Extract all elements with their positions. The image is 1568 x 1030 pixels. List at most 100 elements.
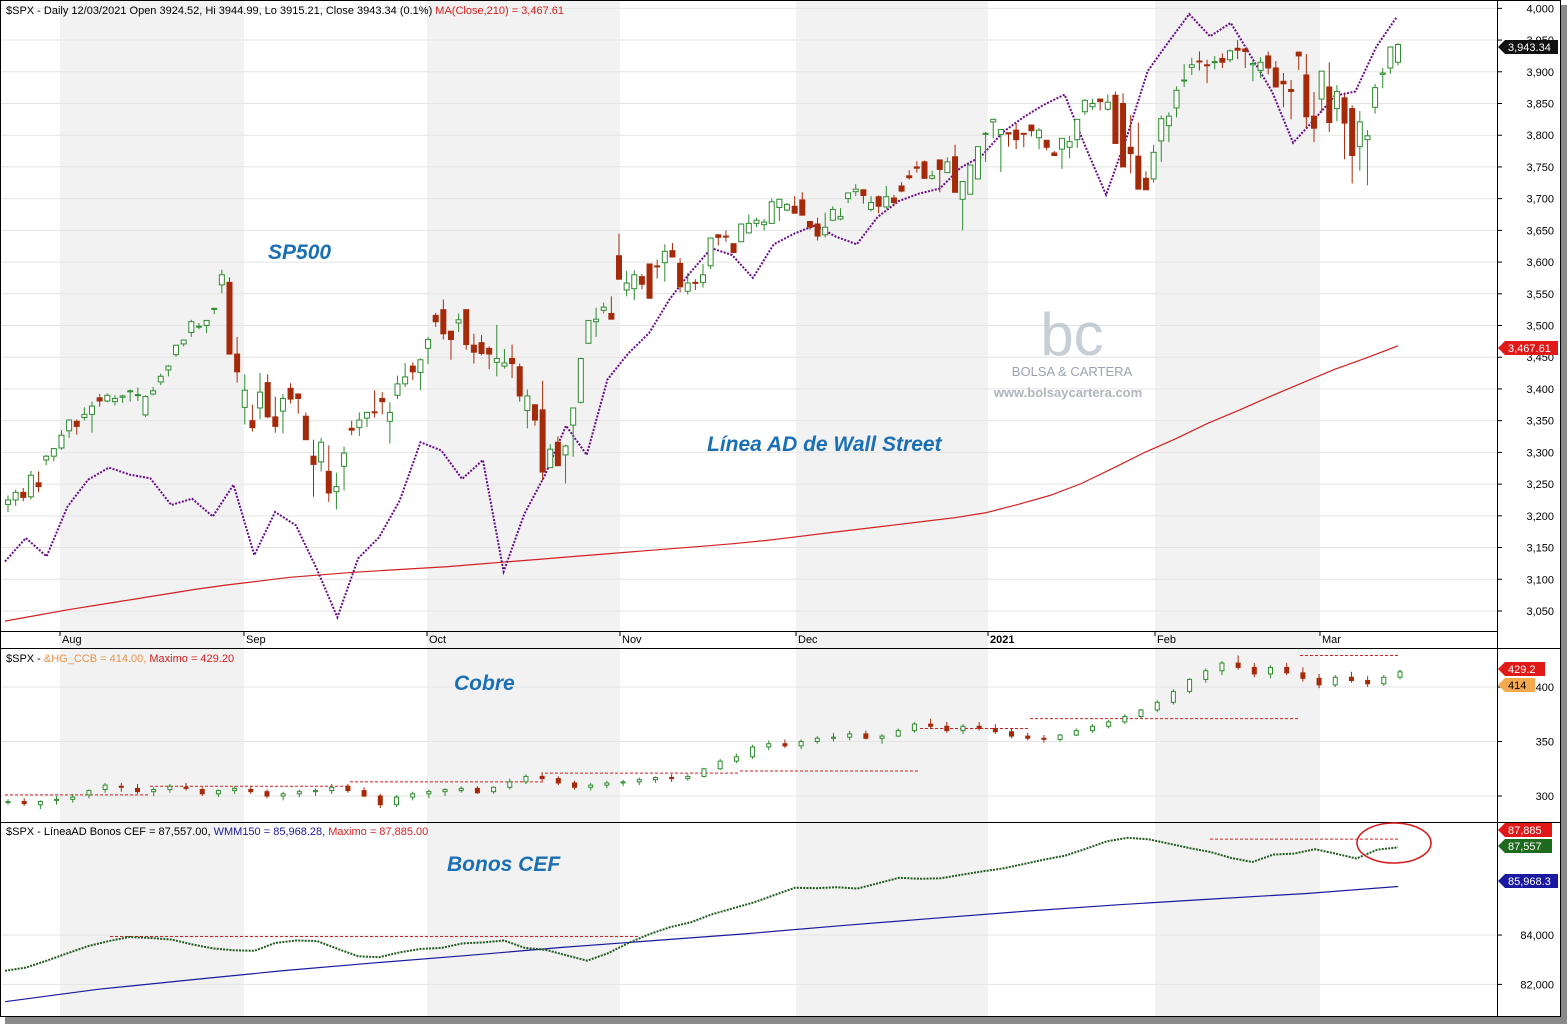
spx-candle (1303, 74, 1310, 118)
spx-candle (287, 387, 294, 400)
copper-candle (976, 725, 982, 729)
copper-candle (21, 800, 27, 805)
y-tick-label: 4,000 (1526, 3, 1554, 15)
spx-candle (1104, 101, 1111, 110)
spx-candle (990, 118, 997, 123)
copper-candle (782, 743, 788, 747)
copper-candle (37, 800, 43, 806)
spx-candle (768, 201, 775, 224)
spx-candle (1242, 48, 1249, 52)
spx-candle (386, 411, 393, 422)
copper-candle (361, 790, 367, 797)
spx-candle (730, 243, 737, 254)
spx-candle (73, 420, 80, 427)
annotation-sp500: SP500 (268, 241, 331, 264)
watermark-url: www.bolsaycartera.com (993, 385, 1142, 400)
copper-candle (199, 788, 205, 795)
y-tick-label: 3,900 (1526, 67, 1554, 79)
spx-candle (81, 413, 88, 418)
spx-candle (890, 197, 897, 203)
ma-line (4, 345, 1399, 622)
copper-candle (766, 743, 772, 748)
spx-candle (1310, 115, 1317, 129)
month-band (796, 1, 988, 1016)
spx-candle (509, 358, 516, 365)
badge-copper-value: 414 (1508, 680, 1526, 692)
badge-wma: 85,968.3 (1508, 876, 1551, 888)
spx-candle (226, 281, 233, 355)
annotation-cobre: Cobre (454, 672, 515, 695)
spx-candle (1295, 51, 1302, 57)
spx-candle (12, 491, 19, 501)
spx-candle (646, 263, 653, 299)
spx-candle (845, 192, 852, 200)
spx-candle (325, 470, 332, 494)
spx-candle (1158, 118, 1165, 142)
spx-candle (738, 223, 745, 243)
spx-candle (1036, 129, 1043, 139)
spx-candle (615, 255, 622, 280)
spx-candle (180, 339, 187, 345)
copper-header: $SPX - &HG_CCB = 414.00, Maximo = 429.20 (6, 653, 234, 665)
copper-candle (960, 725, 966, 732)
badge-spx-close-bg (1498, 40, 1558, 54)
spx-candle (43, 455, 50, 461)
copper-candle (928, 723, 934, 727)
annotation-ad-line: Línea AD de Wall Street (707, 433, 943, 456)
copper-candle (733, 756, 739, 762)
y-tick-label: 300 (1536, 791, 1554, 803)
copper-candle (669, 777, 675, 780)
copper-candle (847, 733, 853, 738)
spx-candle (776, 198, 783, 209)
spx-candle (959, 181, 966, 200)
spx-candle (531, 404, 538, 421)
spx-candle (1288, 89, 1295, 92)
spx-candle (1265, 55, 1272, 69)
spx-candle (310, 455, 317, 465)
spx-candle (165, 365, 172, 371)
y-tick-label: 350 (1536, 737, 1554, 749)
spx-candle (1372, 87, 1379, 108)
y-axis-ticks: 3,050 3,100 3,150 3,200 3,250 3,300 3,350 3,400… (1497, 3, 1554, 991)
copper-candle (555, 778, 561, 784)
spx-candle (104, 394, 111, 402)
badge-ma-bg (1498, 341, 1558, 355)
copper-candle (1397, 671, 1403, 678)
y-tick-label: 3,200 (1526, 511, 1554, 523)
main-header-info: $SPX - Daily 12/03/2021 Open 3924.52, Hi… (6, 5, 435, 17)
spx-candle (1280, 80, 1287, 85)
spx-candle (142, 396, 149, 416)
copper-candle (474, 787, 480, 794)
copper-candle (944, 725, 950, 732)
y-tick-label: 3,700 (1526, 194, 1554, 206)
spx-candle (371, 411, 378, 414)
copper-candle (830, 736, 836, 739)
copper-candle (1025, 735, 1031, 739)
x-tick-label: Oct (429, 634, 446, 646)
copper-candle (410, 793, 416, 798)
copper-candle (588, 784, 594, 788)
spx-candle (1058, 137, 1065, 150)
badge-copper-value-bg (1498, 678, 1535, 692)
spx-candle (1196, 60, 1203, 63)
spx-candle (1066, 141, 1073, 148)
spx-candle (1173, 89, 1180, 109)
y-tick-label: 3,050 (1526, 606, 1554, 618)
bond-ad-line (4, 836, 1399, 972)
spx-candle (379, 397, 386, 403)
spx-candle (1249, 63, 1256, 66)
copper-candle (798, 741, 804, 747)
spx-candle (707, 237, 714, 267)
copper-candle (1268, 666, 1274, 675)
spx-candle (974, 146, 981, 180)
y-tick-label: 3,650 (1526, 225, 1554, 237)
y-tick-label: 3,450 (1526, 352, 1554, 364)
wma-line (4, 885, 1399, 1003)
spx-candle (493, 358, 500, 363)
spx-candle (1333, 90, 1340, 110)
copper-candle (604, 782, 610, 786)
spx-candle (883, 196, 890, 208)
spx-candle (119, 395, 126, 398)
bonds-header-series: $SPX - LíneaAD Bonos CEF = 87,557.00, (6, 826, 214, 838)
copper-candle (86, 790, 92, 796)
